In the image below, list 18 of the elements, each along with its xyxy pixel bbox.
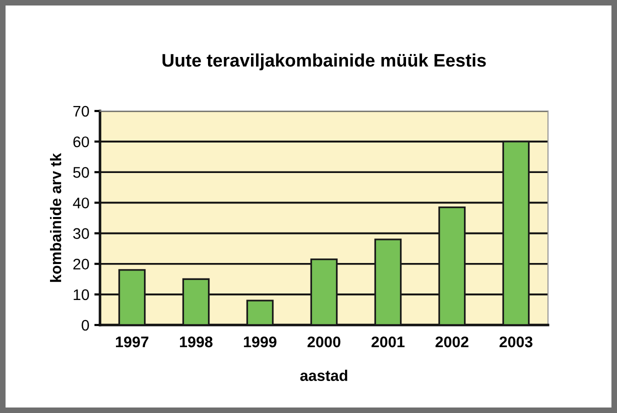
x-tick-label: 1999 xyxy=(244,336,276,348)
y-tick-label: 30 xyxy=(73,228,89,239)
y-axis-title: kombainide arv tk xyxy=(50,153,62,282)
y-tick-label: 60 xyxy=(73,136,89,148)
y-tick-label: 0 xyxy=(82,320,89,331)
y-tick-label: 10 xyxy=(74,289,89,300)
x-tick-label: 2003 xyxy=(500,336,532,348)
y-tick-label: 70 xyxy=(73,106,89,117)
x-tick-label: 2002 xyxy=(436,336,468,348)
x-tick-label: 1997 xyxy=(116,336,148,348)
x-tick-label: 1998 xyxy=(180,336,213,348)
chart-title: Uute teraviljakombainide müük Eestis xyxy=(162,53,486,70)
x-axis-title: aastad xyxy=(300,370,348,382)
y-tick-label: 20 xyxy=(73,258,89,270)
y-tick-label: 50 xyxy=(73,167,89,178)
x-tick-label: 2001 xyxy=(372,336,405,348)
y-tick-label: 40 xyxy=(72,198,89,208)
x-tick-label: 2000 xyxy=(308,336,340,348)
